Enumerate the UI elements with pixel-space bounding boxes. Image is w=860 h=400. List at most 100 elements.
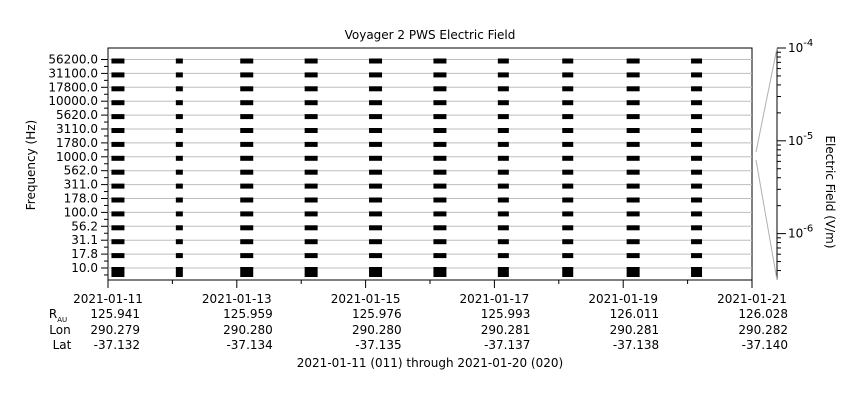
ephemeris-value-r: 125.941 <box>90 307 140 321</box>
observation-block <box>433 197 447 203</box>
ephemeris-value-lon: 290.280 <box>223 323 273 337</box>
frequency-tick-label: 1780.0 <box>56 136 98 150</box>
observation-block <box>304 197 318 203</box>
frequency-tick-label: 100.0 <box>64 205 98 219</box>
observation-block <box>175 211 183 217</box>
observation-block <box>562 197 574 203</box>
observation-block <box>111 211 125 217</box>
observation-block <box>369 272 383 277</box>
observation-block <box>626 211 640 217</box>
observation-block <box>626 225 640 231</box>
observation-block <box>626 239 640 245</box>
observation-block <box>304 155 318 161</box>
observation-block <box>304 114 318 120</box>
observation-block <box>175 100 183 106</box>
observation-block <box>304 141 318 147</box>
observation-block <box>562 114 574 120</box>
observation-block <box>175 272 183 277</box>
observation-block <box>369 86 383 92</box>
observation-block <box>175 128 183 133</box>
frequency-tick-label: 56200.0 <box>48 53 98 67</box>
observation-block <box>433 183 447 189</box>
observation-block <box>433 100 447 106</box>
observation-block <box>240 58 254 64</box>
frequency-tick-label: 311.0 <box>64 178 98 192</box>
frequency-axis: 56200.031100.017800.010000.05620.03110.0… <box>48 53 108 276</box>
observation-block <box>304 58 318 64</box>
frequency-tick-label: 17800.0 <box>48 80 98 94</box>
observation-block <box>433 169 447 175</box>
observation-block <box>626 72 640 78</box>
observation-block <box>175 155 183 161</box>
observation-block <box>433 272 447 277</box>
observation-block <box>240 72 254 78</box>
observation-block <box>562 128 574 133</box>
observation-block <box>175 225 183 231</box>
ephemeris-value-lon: 290.281 <box>481 323 531 337</box>
observation-block <box>497 225 509 231</box>
observation-block <box>175 239 183 245</box>
ephemeris-value-lat: -37.138 <box>613 338 659 352</box>
time-tick-label: 2021-01-21 <box>717 292 787 306</box>
colorbar: 10-4 10-5 10-6 Electric Field (V/m) <box>755 38 837 281</box>
observation-block <box>626 253 640 259</box>
observation-block <box>175 58 183 64</box>
observation-block <box>562 239 574 245</box>
observation-block <box>111 141 125 147</box>
observation-block <box>240 155 254 161</box>
observation-block <box>562 141 574 147</box>
observation-block <box>304 211 318 217</box>
observation-block <box>562 267 574 272</box>
observation-block <box>111 169 125 175</box>
ephemeris-value-lat: -37.134 <box>226 338 272 352</box>
observation-block <box>433 211 447 217</box>
observation-block <box>497 141 509 147</box>
observation-block <box>304 128 318 133</box>
observation-block <box>111 197 125 203</box>
observation-block <box>433 58 447 64</box>
ephemeris-value-lat: -37.132 <box>94 338 140 352</box>
frequency-tick-label: 10000.0 <box>48 94 98 108</box>
observation-block <box>369 58 383 64</box>
observation-block <box>691 58 703 64</box>
observation-block <box>433 267 447 272</box>
ephemeris-value-lat: -37.140 <box>742 338 788 352</box>
observation-block <box>240 267 254 272</box>
observation-block <box>240 128 254 133</box>
observation-block <box>562 272 574 277</box>
observation-block <box>433 253 447 259</box>
observation-block <box>240 211 254 217</box>
observation-block <box>304 169 318 175</box>
observation-block <box>111 58 125 64</box>
frequency-tick-label: 3110.0 <box>56 122 98 136</box>
observation-block <box>175 197 183 203</box>
observation-block <box>626 86 640 92</box>
observation-block <box>111 86 125 92</box>
frequency-tick-label: 5620.0 <box>56 108 98 122</box>
observation-block <box>497 128 509 133</box>
observation-block <box>111 253 125 259</box>
observation-block <box>626 197 640 203</box>
observation-block <box>433 72 447 78</box>
observation-block <box>497 272 509 277</box>
time-tick-label: 2021-01-15 <box>331 292 401 306</box>
observation-block <box>691 225 703 231</box>
colorbar-label: Electric Field (V/m) <box>823 135 837 248</box>
observation-block <box>240 114 254 120</box>
observation-block <box>240 86 254 92</box>
observation-block <box>111 155 125 161</box>
observation-block <box>240 239 254 245</box>
observation-block <box>497 253 509 259</box>
y-axis-label: Frequency (Hz) <box>24 120 38 211</box>
time-axis: 2021-01-11 2021-01-13 2021-01-15 2021-01-17… <box>73 280 787 306</box>
observation-block <box>433 141 447 147</box>
observation-block <box>626 58 640 64</box>
observation-block <box>240 197 254 203</box>
observation-block <box>562 253 574 259</box>
observation-block <box>691 155 703 161</box>
observation-block <box>175 183 183 189</box>
observation-block <box>433 239 447 245</box>
observation-block <box>433 128 447 133</box>
ephemeris-value-lon: 290.279 <box>90 323 140 337</box>
